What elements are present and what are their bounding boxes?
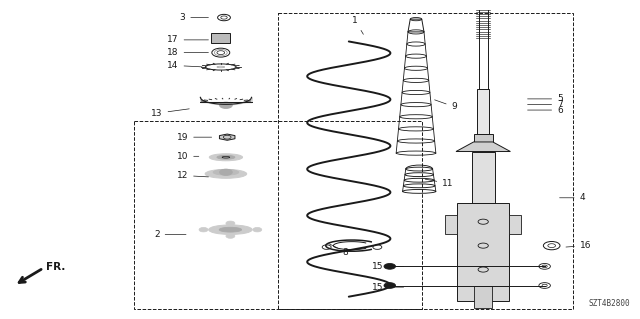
Bar <box>472 152 495 203</box>
Ellipse shape <box>209 154 243 161</box>
Bar <box>509 215 521 234</box>
Text: 5: 5 <box>527 94 563 103</box>
Text: 13: 13 <box>151 109 189 118</box>
Polygon shape <box>220 134 235 140</box>
Bar <box>445 215 457 234</box>
Circle shape <box>226 221 235 226</box>
Text: 19: 19 <box>177 133 212 142</box>
Circle shape <box>220 169 232 175</box>
Bar <box>211 33 230 43</box>
Bar <box>457 203 509 301</box>
Text: 8: 8 <box>329 244 348 256</box>
Bar <box>474 134 493 142</box>
Text: 9: 9 <box>435 100 457 111</box>
Ellipse shape <box>209 225 252 234</box>
Text: 1: 1 <box>353 16 364 34</box>
Text: 3: 3 <box>180 13 209 22</box>
Text: 15: 15 <box>372 262 404 271</box>
Text: 7: 7 <box>527 100 563 109</box>
Polygon shape <box>456 142 511 152</box>
Text: 16: 16 <box>566 241 591 250</box>
Ellipse shape <box>213 169 239 175</box>
Circle shape <box>253 227 262 232</box>
Ellipse shape <box>217 155 235 159</box>
Ellipse shape <box>384 283 396 288</box>
Ellipse shape <box>384 263 396 269</box>
Text: 4: 4 <box>559 193 585 202</box>
Text: 12: 12 <box>177 171 209 180</box>
Bar <box>474 286 492 308</box>
Bar <box>477 89 489 134</box>
Text: 2: 2 <box>154 230 186 239</box>
Text: 11: 11 <box>425 179 454 188</box>
Text: FR.: FR. <box>46 262 65 272</box>
Text: 10: 10 <box>177 152 199 161</box>
Text: SZT4B2800: SZT4B2800 <box>589 299 630 308</box>
Ellipse shape <box>205 169 247 178</box>
Text: 17: 17 <box>167 35 209 44</box>
Ellipse shape <box>220 227 242 232</box>
Text: 6: 6 <box>527 106 563 115</box>
Text: 18: 18 <box>167 48 209 57</box>
Circle shape <box>199 227 208 232</box>
Bar <box>134 121 422 309</box>
Text: 15: 15 <box>372 283 404 292</box>
Text: 14: 14 <box>167 61 202 70</box>
Circle shape <box>220 102 232 108</box>
Circle shape <box>226 234 235 238</box>
Bar <box>278 13 573 309</box>
